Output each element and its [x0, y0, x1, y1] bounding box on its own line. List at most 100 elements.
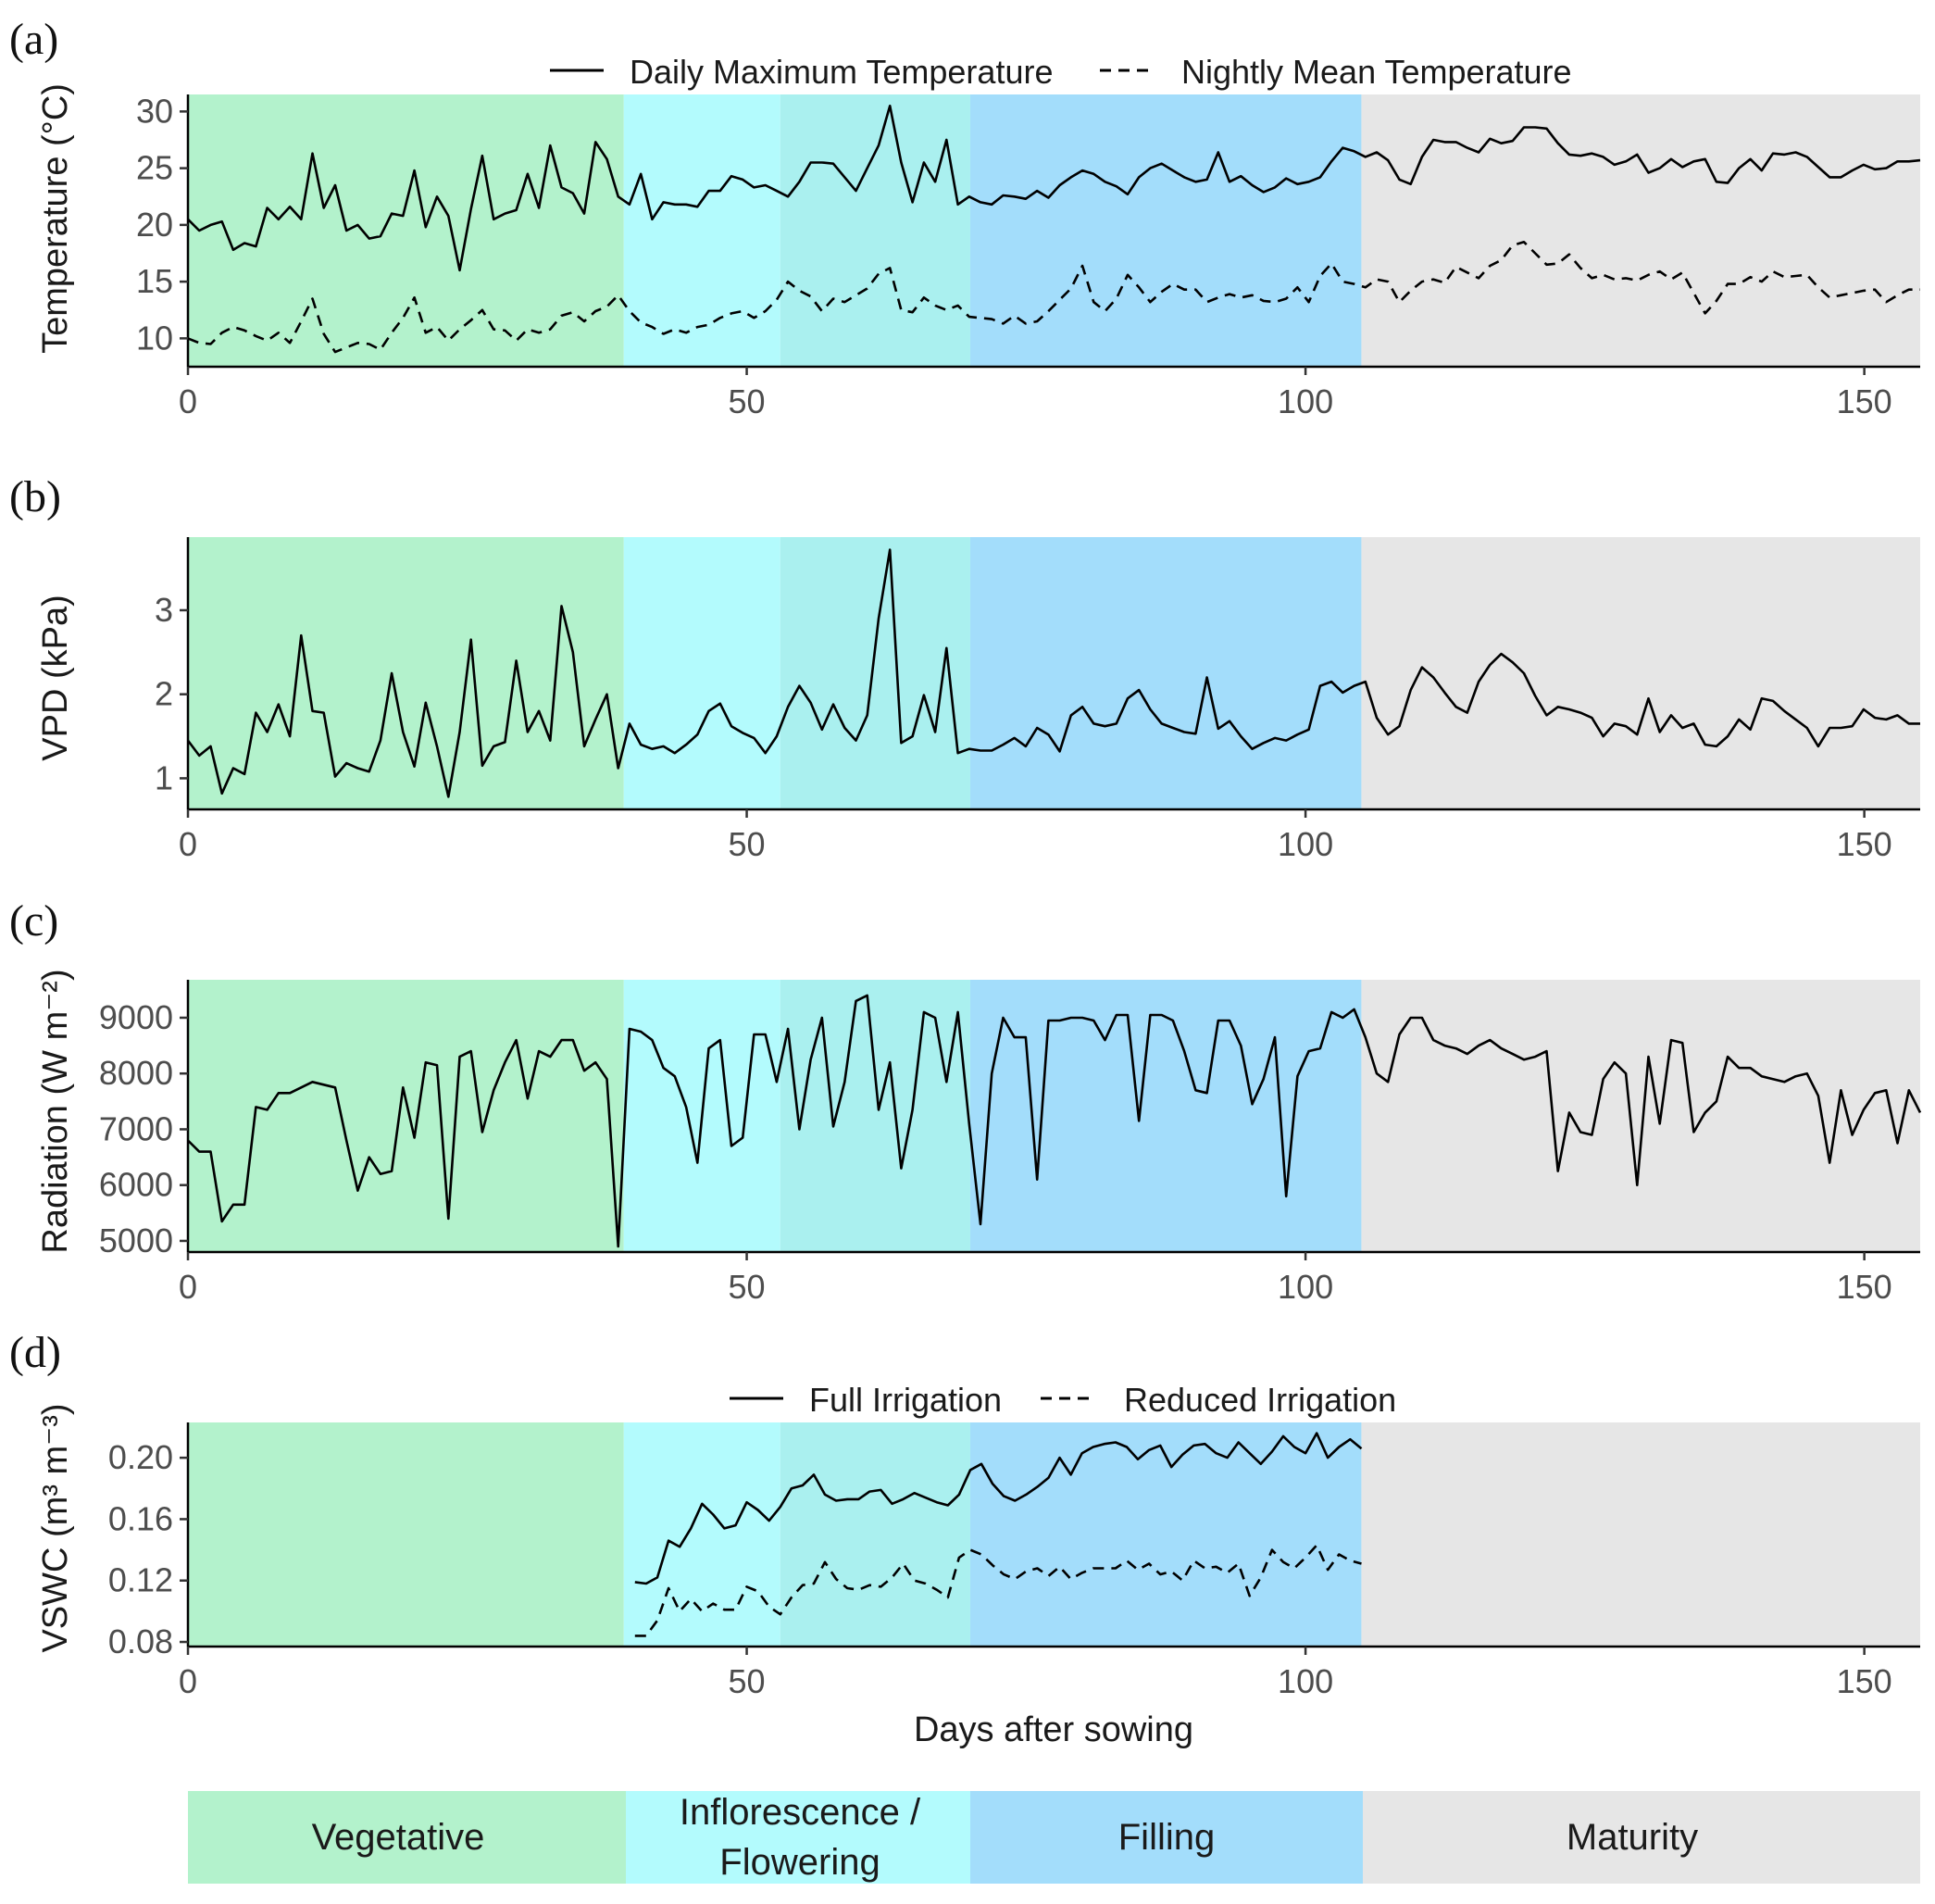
- y-tick-label: 0.16: [108, 1499, 173, 1537]
- stage-band-vegetative: [188, 94, 624, 367]
- x-tick-label: 50: [729, 1662, 766, 1700]
- series-layer-a: [187, 105, 1921, 354]
- stage-block-inflorescence-flowering: [626, 1791, 970, 1884]
- stage-band-inflorescence: [623, 1422, 780, 1647]
- stage-block-filling: [970, 1791, 1363, 1884]
- y-tick-label: 6000: [99, 1166, 173, 1204]
- stage-label-filling: Filling: [1118, 1817, 1215, 1858]
- y-tick-label: 3: [155, 591, 173, 629]
- y-tick-label: 8000: [99, 1054, 173, 1092]
- y-tick-label: 20: [136, 206, 173, 244]
- x-tick-label: 150: [1837, 382, 1892, 420]
- x-tick-label: 50: [729, 382, 766, 420]
- panel-c-radiation: (c) 5000 6000 7000 8000 9000 0 50 100 150 Radiat…: [9, 896, 1922, 1306]
- y-tick-label: 7000: [99, 1109, 173, 1147]
- y-tick-label: 0.08: [108, 1622, 173, 1660]
- stage-label-flowering: Flowering: [719, 1842, 880, 1883]
- stage-band-flowering: [780, 537, 970, 809]
- legend-d: Full Irrigation Reduced Irrigation: [730, 1381, 1396, 1419]
- y-tick-label: 15: [136, 262, 173, 300]
- x-tick-label: 100: [1278, 382, 1333, 420]
- x-tick-label: 0: [179, 382, 197, 420]
- x-tick-label: 100: [1278, 825, 1333, 863]
- axes-a: 10 15 20 25 30 0 50 100 150: [136, 92, 1920, 420]
- stage-bands-c: [188, 980, 1920, 1252]
- legend-a: Daily Maximum Temperature Nightly Mean T…: [550, 53, 1572, 91]
- stage-band-flowering: [780, 94, 970, 367]
- x-tick-label: 50: [729, 1268, 766, 1306]
- series-line-full-irrigation: [634, 1432, 1363, 1585]
- stage-band-vegetative: [188, 1422, 624, 1647]
- series-layer-c: [187, 994, 1922, 1248]
- y-axis-title-c: Radiation (W m⁻²): [36, 969, 75, 1253]
- stage-band-filling: [969, 1422, 1362, 1647]
- series-line-nightly-mean-temperature: [187, 240, 1920, 354]
- panel-b-vpd: (b) 1 2 3 0 50 100 150 VPD (kPa): [9, 472, 1920, 863]
- stage-label-inflorescence: Inflorescence /: [680, 1792, 921, 1833]
- x-tick-label: 100: [1278, 1268, 1333, 1306]
- legend-item-full-irrigation: Full Irrigation: [809, 1381, 1002, 1419]
- y-axis-title-d: VSWC (m³ m⁻³): [36, 1403, 75, 1652]
- stage-band-inflorescence: [623, 537, 780, 809]
- x-tick-label: 100: [1278, 1662, 1333, 1700]
- axes-d: 0.08 0.12 0.16 0.20 0 50 100 150: [108, 1422, 1920, 1700]
- series-layer-b: [186, 548, 1920, 798]
- y-tick-label: 25: [136, 149, 173, 187]
- stage-bands-d: [188, 1422, 1920, 1647]
- x-tick-label: 50: [729, 825, 766, 863]
- y-tick-label: 5000: [99, 1221, 173, 1259]
- legend-item-nightly-mean: Nightly Mean Temperature: [1181, 53, 1572, 91]
- stage-band-vegetative: [188, 980, 624, 1252]
- series-line-radiation: [187, 994, 1922, 1248]
- y-axis-title-b: VPD (kPa): [36, 595, 75, 760]
- series-layer-d: [634, 1432, 1363, 1637]
- stage-label-vegetative: Vegetative: [312, 1817, 485, 1858]
- stage-band-inflorescence: [623, 94, 780, 367]
- legend-item-daily-max: Daily Maximum Temperature: [630, 53, 1053, 91]
- stage-band-maturity: [1361, 537, 1920, 809]
- stage-legend-bar: Vegetative Inflorescence / Flowering Fil…: [188, 1791, 1920, 1884]
- stage-band-filling: [969, 537, 1362, 809]
- stage-band-vegetative: [188, 537, 624, 809]
- series-line-daily-maximum-temperature: [187, 105, 1921, 272]
- panel-label-d: (d): [9, 1328, 61, 1377]
- x-tick-label: 150: [1837, 1662, 1892, 1700]
- y-tick-label: 0.12: [108, 1561, 173, 1599]
- panel-d-vswc: (d) 0.08 0.12 0.16 0.20 0 50 100 150 VSWC (m³ m…: [9, 1328, 1920, 1749]
- axes-b: 1 2 3 0 50 100 150: [155, 537, 1920, 863]
- legend-item-reduced-irrigation: Reduced Irrigation: [1124, 1381, 1396, 1419]
- panel-label-c: (c): [9, 896, 58, 946]
- stage-band-maturity: [1361, 94, 1920, 367]
- stage-band-flowering: [780, 980, 970, 1252]
- panel-label-a: (a): [9, 15, 58, 64]
- stage-bands-b: [188, 537, 1920, 809]
- panel-label-b: (b): [9, 472, 61, 521]
- stage-block-maturity: [1363, 1791, 1920, 1884]
- y-tick-label: 0.20: [108, 1438, 173, 1476]
- y-tick-label: 30: [136, 92, 173, 130]
- stage-label-maturity: Maturity: [1567, 1817, 1698, 1858]
- panel-a-temperature: (a) 10 15 20 25 30 0 50 100 150 Temperature (°C)…: [9, 15, 1921, 420]
- x-axis-title: Days after sowing: [914, 1710, 1193, 1749]
- stage-band-maturity: [1361, 1422, 1920, 1647]
- x-tick-label: 0: [179, 1662, 197, 1700]
- stage-band-flowering: [780, 1422, 970, 1647]
- y-tick-label: 9000: [99, 998, 173, 1036]
- x-tick-label: 0: [179, 825, 197, 863]
- x-tick-label: 150: [1837, 1268, 1892, 1306]
- axes-c: 5000 6000 7000 8000 9000 0 50 100 150: [99, 980, 1920, 1306]
- stage-band-filling: [969, 94, 1362, 367]
- series-line-vpd: [186, 548, 1920, 798]
- y-tick-label: 10: [136, 319, 173, 357]
- stage-block-vegetative: [188, 1791, 626, 1884]
- series-line-reduced-irrigation: [634, 1544, 1362, 1637]
- stage-bands-a: [188, 94, 1920, 367]
- x-tick-label: 150: [1837, 825, 1892, 863]
- stage-band-maturity: [1361, 980, 1920, 1252]
- stage-band-filling: [969, 980, 1362, 1252]
- y-tick-label: 2: [155, 675, 173, 713]
- y-tick-label: 1: [155, 758, 173, 796]
- y-axis-title-a: Temperature (°C): [36, 83, 75, 354]
- x-tick-label: 0: [179, 1268, 197, 1306]
